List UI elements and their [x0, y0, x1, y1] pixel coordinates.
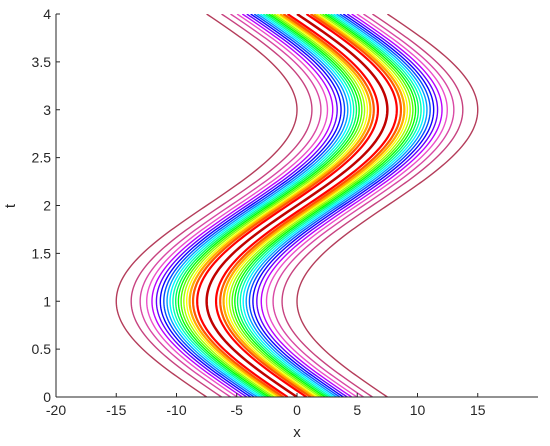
contour-line	[219, 14, 403, 397]
contour-line	[242, 14, 425, 397]
contour-line	[130, 14, 313, 397]
contour-line	[155, 14, 338, 397]
contour-lines	[115, 14, 479, 397]
contour-line	[239, 14, 422, 397]
contour-line	[245, 14, 428, 397]
contour-line	[252, 14, 435, 397]
x-tick-label: -20	[46, 402, 66, 418]
y-axis-label: t	[2, 203, 19, 208]
contour-line	[228, 14, 411, 397]
contour-line	[115, 14, 298, 397]
x-tick-label: 5	[353, 402, 361, 418]
contour-line	[172, 14, 355, 397]
y-tick-label: 2.5	[32, 150, 52, 166]
contour-line	[236, 14, 420, 397]
contour-line	[260, 14, 443, 397]
contour-line	[188, 14, 372, 397]
y-tick-label: 2	[43, 198, 51, 214]
contour-line	[196, 14, 380, 397]
contour-line	[180, 14, 363, 397]
contour-line	[146, 14, 329, 397]
contour-line	[256, 14, 439, 397]
contour-line	[183, 14, 366, 397]
contour-line	[231, 14, 414, 397]
contour-line	[191, 14, 375, 397]
x-tick-label: 0	[293, 402, 301, 418]
contour-line	[159, 14, 342, 397]
contour-line	[222, 14, 406, 397]
contour-line	[151, 14, 334, 397]
contour-line	[281, 14, 464, 397]
ridge-center-line	[205, 14, 389, 397]
y-tick-label: 3.5	[32, 54, 52, 70]
y-ticks: 0 0.5 1 1.5 2 2.5 3 3.5 4	[32, 6, 60, 405]
y-tick-label: 3	[43, 102, 51, 118]
y-tick-label: 1.5	[32, 245, 52, 261]
contour-line	[169, 14, 352, 397]
x-tick-label: 10	[410, 402, 426, 418]
contour-line	[214, 14, 398, 397]
x-tick-label: -5	[231, 402, 244, 418]
contour-line	[174, 14, 358, 397]
contour-line	[248, 14, 431, 397]
contour-line	[166, 14, 349, 397]
contour-line	[234, 14, 417, 397]
contour-line	[139, 14, 322, 397]
contour-line	[272, 14, 455, 397]
y-tick-label: 1	[43, 293, 51, 309]
y-tick-label: 0	[43, 389, 51, 405]
y-tick-label: 0.5	[32, 341, 52, 357]
contour-line	[296, 14, 479, 397]
x-ticks: -20 -15 -10 -5 0 5 10 15	[46, 393, 486, 418]
contour-line	[225, 14, 409, 397]
y-tick-label: 4	[43, 6, 51, 22]
x-tick-label: -15	[106, 402, 126, 418]
contour-line	[163, 14, 346, 397]
x-tick-label: 15	[470, 402, 486, 418]
contour-line	[185, 14, 369, 397]
x-axis-label: x	[293, 424, 301, 441]
contour-line	[177, 14, 360, 397]
x-tick-label: -10	[166, 402, 186, 418]
contour-line	[265, 14, 448, 397]
